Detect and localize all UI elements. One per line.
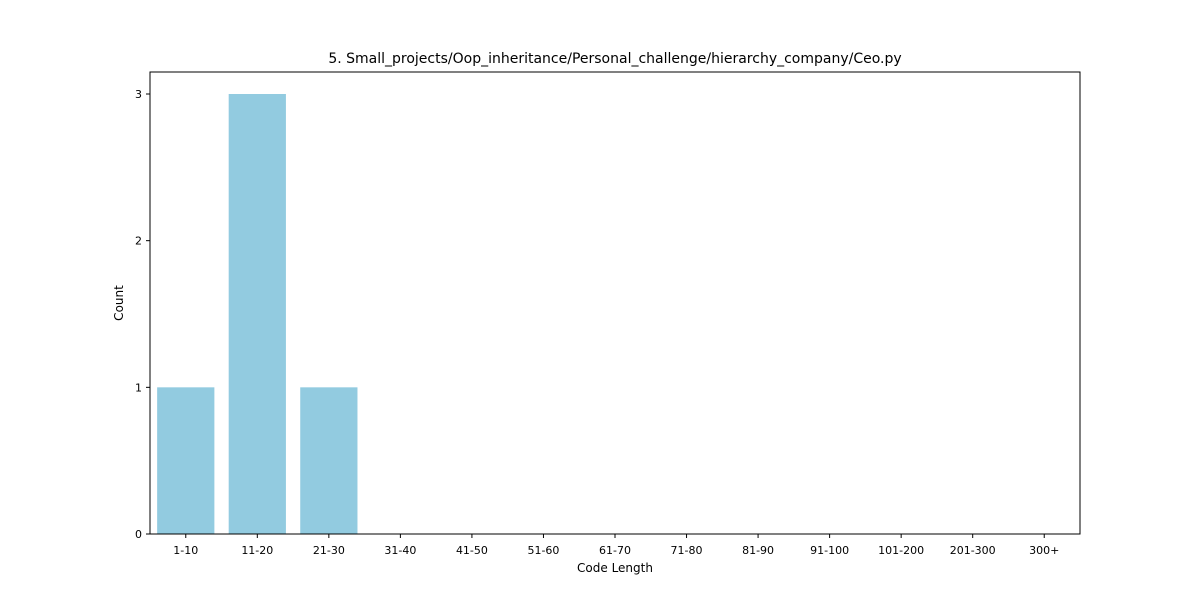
y-axis-label: Count [112, 285, 126, 321]
x-tick-label: 201-300 [950, 544, 996, 557]
x-tick-label: 61-70 [599, 544, 631, 557]
y-axis: 0 1 2 3 [135, 88, 150, 541]
plot-frame [149, 71, 1081, 535]
x-tick-label: 51-60 [527, 544, 559, 557]
x-tick-label: 91-100 [810, 544, 849, 557]
x-tick-label: 101-200 [878, 544, 924, 557]
y-tick-label: 1 [135, 381, 142, 394]
x-tick-label: 1-10 [173, 544, 198, 557]
chart-title: 5. Small_projects/Oop_inheritance/Person… [328, 51, 901, 67]
x-axis-label: Code Length [577, 561, 653, 575]
y-tick-label: 0 [135, 528, 142, 541]
y-tick-label: 3 [135, 88, 142, 101]
x-axis: 1-10 11-20 21-30 31-40 41-50 51-60 61-70 71-80 8… [173, 534, 1059, 557]
x-tick-label: 81-90 [742, 544, 774, 557]
bar-11-20 [228, 94, 286, 534]
bars-group [157, 94, 358, 534]
x-tick-label: 21-30 [313, 544, 345, 557]
x-tick-label: 300+ [1029, 544, 1059, 557]
x-tick-label: 11-20 [241, 544, 273, 557]
bar-1-10 [157, 387, 215, 534]
y-tick-label: 2 [135, 235, 142, 248]
x-tick-label: 71-80 [671, 544, 703, 557]
x-tick-label: 31-40 [384, 544, 416, 557]
x-tick-label: 41-50 [456, 544, 488, 557]
bar-21-30 [300, 387, 358, 534]
